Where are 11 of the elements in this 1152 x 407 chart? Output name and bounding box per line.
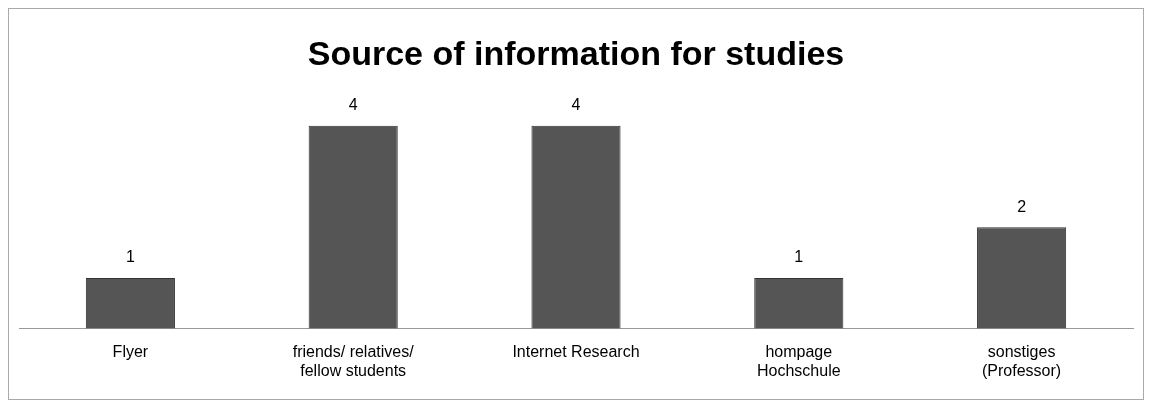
data-label: 1 [125,248,135,266]
data-label: 4 [348,96,358,114]
x-tick-label: hompage Hochschule [757,342,841,379]
x-tick-label: friends/ relatives/ fellow students [292,342,415,379]
x-tick-label: Flyer [112,342,149,360]
data-label: 2 [1017,197,1027,215]
chart-title: Source of information for studies [307,33,845,72]
data-label: 1 [794,248,804,266]
data-label: 4 [571,96,581,114]
x-tick-label: Internet Research [512,342,640,360]
x-tick-label: sonstiges (Professor) [982,342,1062,379]
